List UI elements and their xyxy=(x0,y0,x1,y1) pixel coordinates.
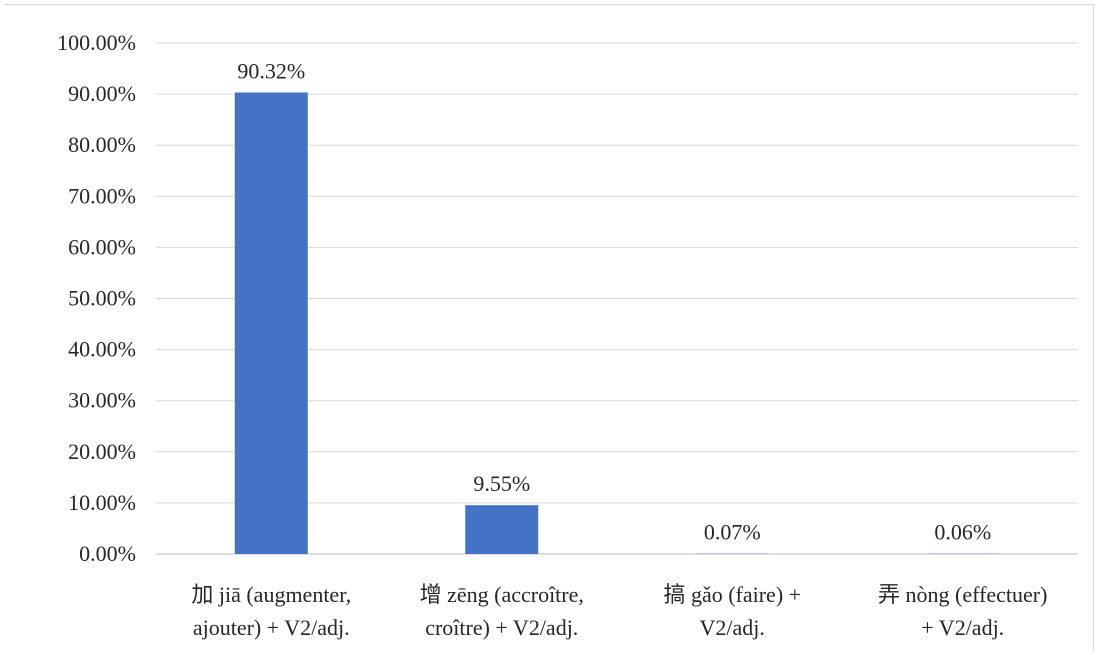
bar xyxy=(234,92,308,555)
y-tick-label: 30.00% xyxy=(68,388,136,413)
data-label: 0.06% xyxy=(934,520,991,545)
x-axis-category-labels: 加 jiā (augmenter, ajouter) + V2/adj. 增 zēn… xyxy=(191,582,1047,640)
gridlines xyxy=(156,42,1078,555)
category-label: 加 jiā (augmenter, ajouter) + V2/adj. xyxy=(191,582,351,640)
y-tick-label: 50.00% xyxy=(68,286,136,311)
category-label: 增 zēng (accroître, croître) + V2/adj. xyxy=(420,582,584,640)
y-tick-label: 60.00% xyxy=(68,234,136,259)
y-tick-label: 10.00% xyxy=(68,490,136,515)
y-axis-tick-labels: 0.00% 10.00% 20.00% 30.00% 40.00% 50.00% 60.00… xyxy=(57,30,136,566)
chart-frame: 0.00% 10.00% 20.00% 30.00% 40.00% 50.00% 60.00… xyxy=(4,4,1094,652)
y-tick-label: 40.00% xyxy=(68,337,136,362)
y-tick-label: 80.00% xyxy=(68,132,136,157)
category-label: 搞 gǎo (faire) + V2/adj. xyxy=(663,582,801,640)
y-tick-label: 20.00% xyxy=(68,439,136,464)
bar-chart: 0.00% 10.00% 20.00% 30.00% 40.00% 50.00% 60.00… xyxy=(57,30,1078,640)
y-tick-label: 100.00% xyxy=(57,30,136,55)
data-label: 9.55% xyxy=(473,471,530,496)
y-tick-label: 70.00% xyxy=(68,183,136,208)
bars xyxy=(234,92,1000,555)
data-label: 0.07% xyxy=(704,520,761,545)
y-tick-label: 0.00% xyxy=(79,541,136,566)
data-labels: 90.32% 9.55% 0.07% 0.06% xyxy=(237,58,991,544)
y-tick-label: 90.00% xyxy=(68,81,136,106)
bar xyxy=(465,505,539,554)
data-label: 90.32% xyxy=(237,58,305,83)
category-label: 弄 nòng (effectuer) + V2/adj. xyxy=(878,582,1047,640)
